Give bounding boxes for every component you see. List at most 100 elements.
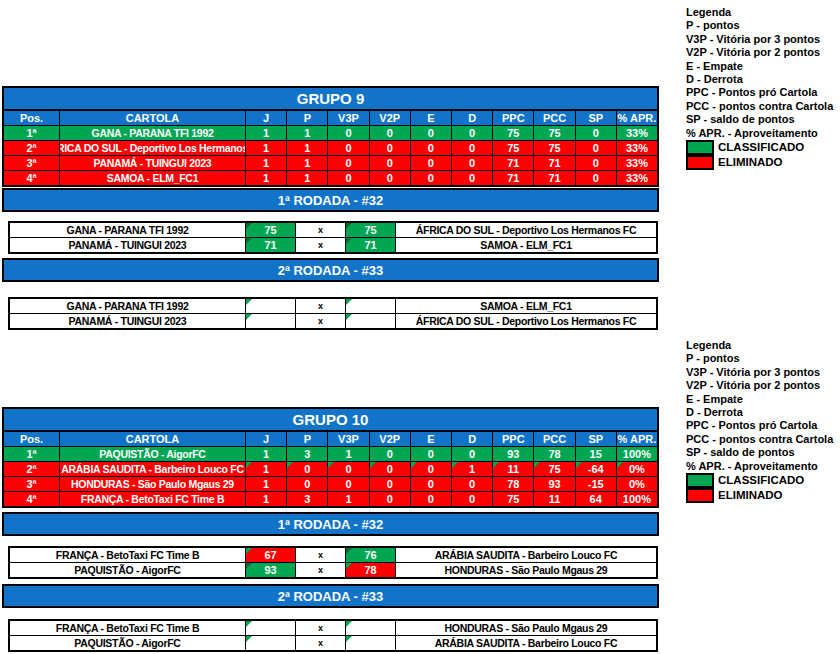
cartola-cell[interactable]: FRANÇA - BetoTaxi FC Time B — [60, 492, 246, 506]
stat-cell[interactable]: 1 — [246, 477, 287, 491]
match-home-score[interactable]: 67 — [246, 548, 296, 562]
stat-cell[interactable]: 0 — [411, 156, 452, 170]
pos-cell[interactable]: 1ª — [4, 447, 60, 461]
stat-cell[interactable]: 0 — [411, 141, 452, 155]
stat-cell[interactable]: 75 — [493, 126, 534, 140]
match-away-name[interactable]: ARÁBIA SAUDITA - Barbeiro Louco FC — [396, 548, 656, 562]
cartola-cell[interactable]: RICA DO SUL - Deportivo Los Hermanos — [60, 141, 246, 155]
stat-cell[interactable]: 0 — [576, 126, 617, 140]
match-away-name[interactable]: ÁFRICA DO SUL - Deportivo Los Hermanos F… — [396, 314, 656, 328]
match-away-score[interactable]: 71 — [346, 238, 396, 252]
stat-cell[interactable]: 0 — [287, 462, 328, 476]
stat-cell[interactable]: 0 — [328, 141, 369, 155]
stat-cell[interactable]: 33% — [617, 126, 657, 140]
stat-cell[interactable]: 64 — [576, 492, 617, 506]
match-away-name[interactable]: HONDURAS - São Paulo Mgaus 29 — [396, 621, 656, 635]
stat-cell[interactable]: 15 — [576, 447, 617, 461]
stat-cell[interactable]: 100% — [617, 447, 657, 461]
stat-cell[interactable]: 75 — [493, 141, 534, 155]
stat-cell[interactable]: 0% — [617, 462, 657, 476]
stat-cell[interactable]: 1 — [246, 171, 287, 185]
stat-cell[interactable]: 0 — [452, 171, 493, 185]
stat-cell[interactable]: 71 — [534, 171, 575, 185]
stat-cell[interactable]: 0 — [411, 126, 452, 140]
stat-cell[interactable]: 0 — [328, 462, 369, 476]
stat-cell[interactable]: 3 — [287, 447, 328, 461]
stat-cell[interactable]: 0 — [452, 492, 493, 506]
match-home-score[interactable]: 75 — [246, 223, 296, 237]
match-home-name[interactable]: GANA - PARANA TFI 1992 — [10, 223, 246, 237]
match-away-name[interactable]: HONDURAS - São Paulo Mgaus 29 — [396, 563, 656, 577]
pos-cell[interactable]: 2ª — [4, 141, 60, 155]
stat-cell[interactable]: 0 — [452, 477, 493, 491]
stat-cell[interactable]: 0% — [617, 477, 657, 491]
pos-cell[interactable]: 3ª — [4, 156, 60, 170]
stat-cell[interactable]: 1 — [246, 492, 287, 506]
stat-cell[interactable]: 0 — [370, 126, 411, 140]
match-away-name[interactable]: ÁFRICA DO SUL - Deportivo Los Hermanos F… — [396, 223, 656, 237]
stat-cell[interactable]: 93 — [493, 447, 534, 461]
stat-cell[interactable]: 0 — [411, 171, 452, 185]
stat-cell[interactable]: 100% — [617, 492, 657, 506]
match-home-score[interactable] — [246, 299, 296, 313]
match-home-name[interactable]: PAQUISTÃO - AigorFC — [10, 563, 246, 577]
match-away-score[interactable]: 75 — [346, 223, 396, 237]
stat-cell[interactable]: 0 — [576, 156, 617, 170]
cartola-cell[interactable]: HONDURAS - São Paulo Mgaus 29 — [60, 477, 246, 491]
stat-cell[interactable]: 1 — [287, 141, 328, 155]
match-home-name[interactable]: PANAMÁ - TUINGUI 2023 — [10, 238, 246, 252]
stat-cell[interactable]: 0 — [370, 171, 411, 185]
stat-cell[interactable]: -15 — [576, 477, 617, 491]
stat-cell[interactable]: 33% — [617, 171, 657, 185]
match-home-score[interactable]: 93 — [246, 563, 296, 577]
stat-cell[interactable]: 11 — [493, 462, 534, 476]
stat-cell[interactable]: 0 — [452, 126, 493, 140]
match-home-name[interactable]: FRANÇA - BetoTaxi FC Time B — [10, 621, 246, 635]
stat-cell[interactable]: 1 — [287, 156, 328, 170]
stat-cell[interactable]: 75 — [493, 492, 534, 506]
stat-cell[interactable]: 11 — [534, 492, 575, 506]
stat-cell[interactable]: 75 — [534, 126, 575, 140]
cartola-cell[interactable]: PAQUISTÃO - AigorFC — [60, 447, 246, 461]
stat-cell[interactable]: 71 — [493, 171, 534, 185]
match-home-name[interactable]: PAQUISTÃO - AigorFC — [10, 636, 246, 650]
stat-cell[interactable]: 1 — [246, 462, 287, 476]
stat-cell[interactable]: 1 — [328, 447, 369, 461]
stat-cell[interactable]: 1 — [328, 492, 369, 506]
stat-cell[interactable]: 0 — [411, 477, 452, 491]
match-away-score[interactable] — [346, 636, 396, 650]
stat-cell[interactable]: 71 — [493, 156, 534, 170]
stat-cell[interactable]: 78 — [534, 447, 575, 461]
stat-cell[interactable]: 75 — [534, 141, 575, 155]
stat-cell[interactable]: 1 — [246, 141, 287, 155]
stat-cell[interactable]: 1 — [287, 171, 328, 185]
stat-cell[interactable]: 0 — [452, 141, 493, 155]
stat-cell[interactable]: 0 — [370, 462, 411, 476]
stat-cell[interactable]: 0 — [411, 462, 452, 476]
match-home-score[interactable] — [246, 636, 296, 650]
stat-cell[interactable]: 0 — [452, 447, 493, 461]
match-home-name[interactable]: PANAMÁ - TUINGUI 2023 — [10, 314, 246, 328]
stat-cell[interactable]: 1 — [246, 156, 287, 170]
pos-cell[interactable]: 2ª — [4, 462, 60, 476]
stat-cell[interactable]: 33% — [617, 141, 657, 155]
match-away-name[interactable]: SAMOA - ELM_FC1 — [396, 238, 656, 252]
pos-cell[interactable]: 3ª — [4, 477, 60, 491]
stat-cell[interactable]: 1 — [287, 126, 328, 140]
match-away-score[interactable] — [346, 314, 396, 328]
cartola-cell[interactable]: ARÁBIA SAUDITA - Barbeiro Louco FC — [60, 462, 246, 476]
stat-cell[interactable]: 0 — [328, 126, 369, 140]
match-home-score[interactable] — [246, 314, 296, 328]
stat-cell[interactable]: 1 — [452, 462, 493, 476]
pos-cell[interactable]: 1ª — [4, 126, 60, 140]
match-home-score[interactable]: 71 — [246, 238, 296, 252]
match-home-name[interactable]: FRANÇA - BetoTaxi FC Time B — [10, 548, 246, 562]
pos-cell[interactable]: 4ª — [4, 492, 60, 506]
pos-cell[interactable]: 4ª — [4, 171, 60, 185]
stat-cell[interactable]: 0 — [576, 171, 617, 185]
match-away-score[interactable] — [346, 621, 396, 635]
cartola-cell[interactable]: SAMOA - ELM_FC1 — [60, 171, 246, 185]
stat-cell[interactable]: 1 — [246, 447, 287, 461]
stat-cell[interactable]: 0 — [370, 156, 411, 170]
stat-cell[interactable]: 78 — [493, 477, 534, 491]
